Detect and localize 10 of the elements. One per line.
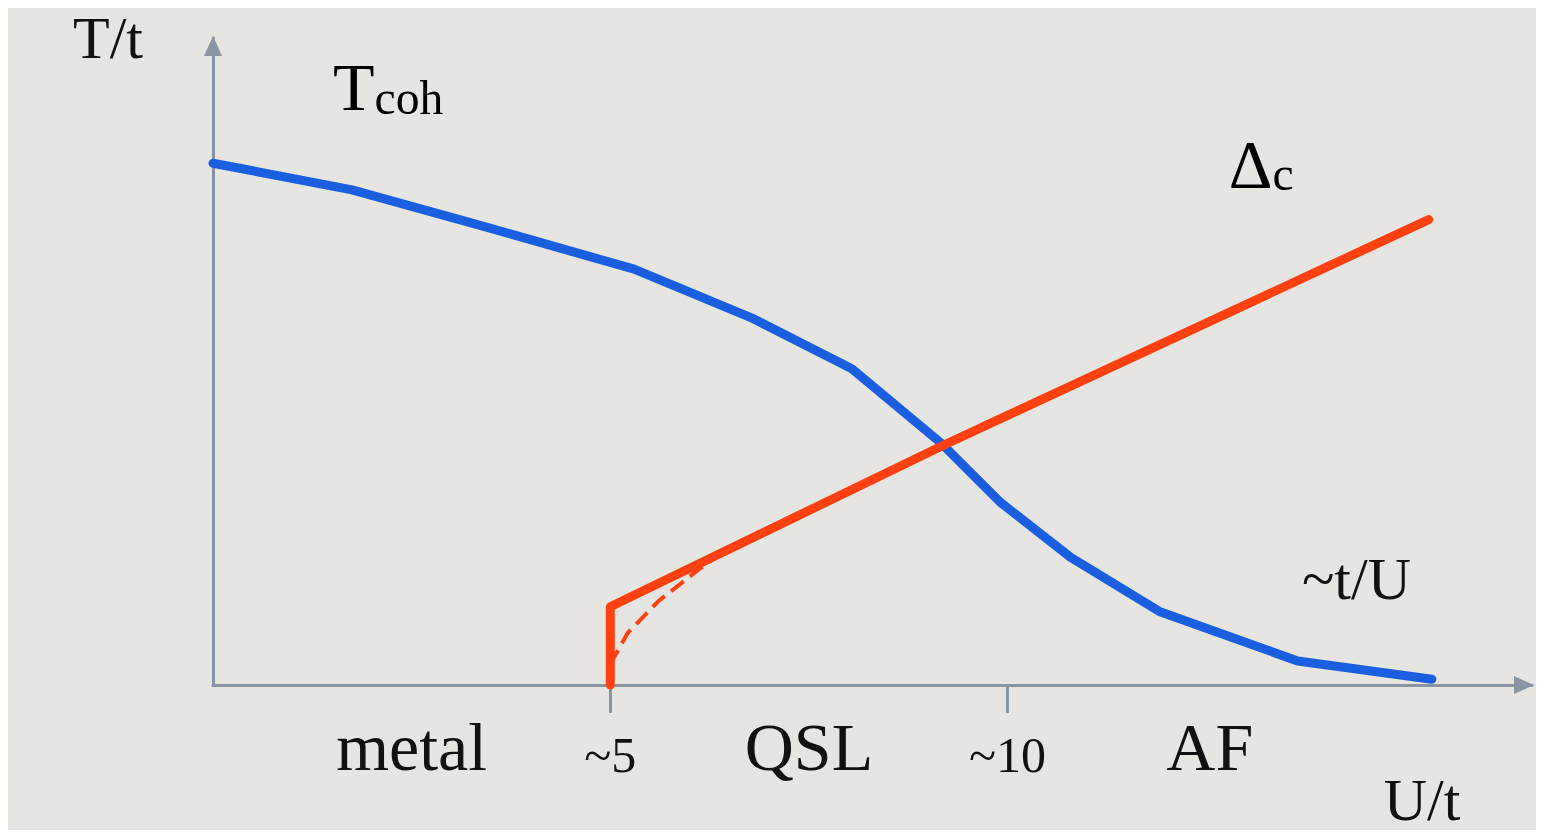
x-tick-label: ~5 bbox=[584, 727, 637, 783]
text: AF bbox=[1166, 709, 1254, 785]
annotation: ~t/U bbox=[1301, 546, 1412, 613]
y-axis-title: T/t bbox=[73, 5, 144, 71]
text: QSL bbox=[744, 709, 874, 785]
x-axis-title: U/t bbox=[1383, 767, 1461, 833]
series-label: Δc bbox=[1228, 125, 1294, 202]
series-label: Tcoh bbox=[333, 49, 444, 126]
x-tick-label: ~10 bbox=[969, 727, 1047, 783]
text: metal bbox=[336, 709, 488, 785]
